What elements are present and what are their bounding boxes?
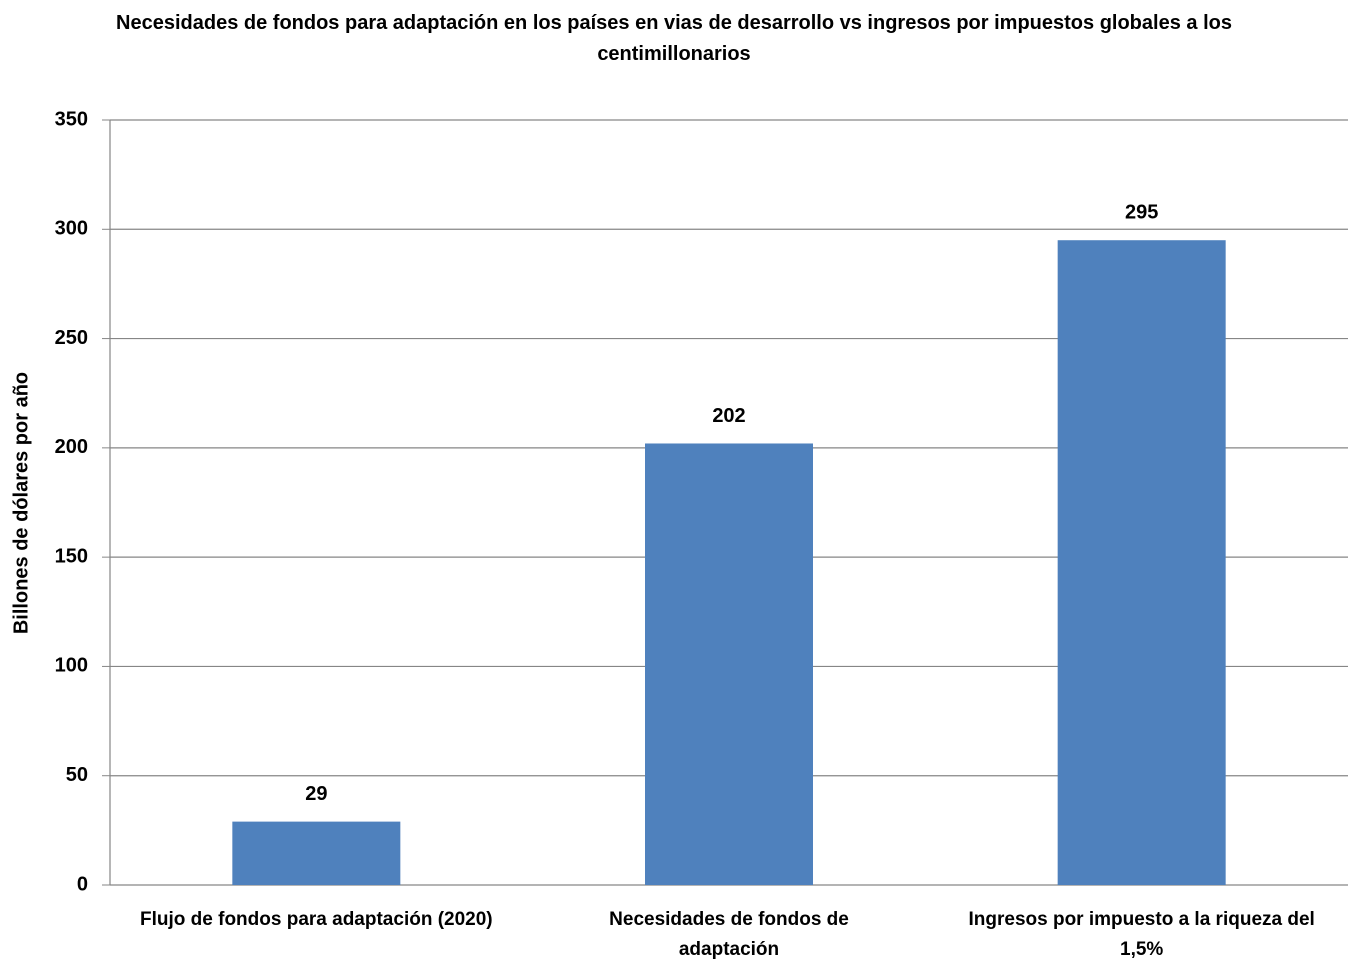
- data-label: 295: [1125, 201, 1158, 223]
- y-tick-label: 50: [66, 764, 88, 786]
- bar: [645, 443, 813, 885]
- y-tick-label: 150: [55, 545, 88, 567]
- y-tick-label: 100: [55, 655, 88, 677]
- bar: [232, 821, 401, 885]
- y-axis-label: Billones de dólares por año: [10, 372, 32, 634]
- data-label: 29: [305, 783, 327, 805]
- y-tick-label: 250: [55, 327, 88, 349]
- chart-title: Necesidades de fondos para adaptación en…: [116, 12, 1232, 65]
- x-tick-label: Necesidades de fondos de adaptación: [609, 909, 849, 960]
- data-label: 202: [712, 405, 745, 427]
- bar: [1057, 240, 1226, 885]
- y-tick-label: 200: [55, 436, 88, 458]
- y-tick-label: 300: [55, 218, 88, 240]
- x-tick-label: Ingresos por impuesto a la riqueza del 1…: [968, 909, 1315, 960]
- x-tick-label: Flujo de fondos para adaptación (2020): [140, 909, 493, 930]
- y-tick-label: 0: [77, 873, 88, 895]
- y-tick-label: 350: [55, 108, 88, 130]
